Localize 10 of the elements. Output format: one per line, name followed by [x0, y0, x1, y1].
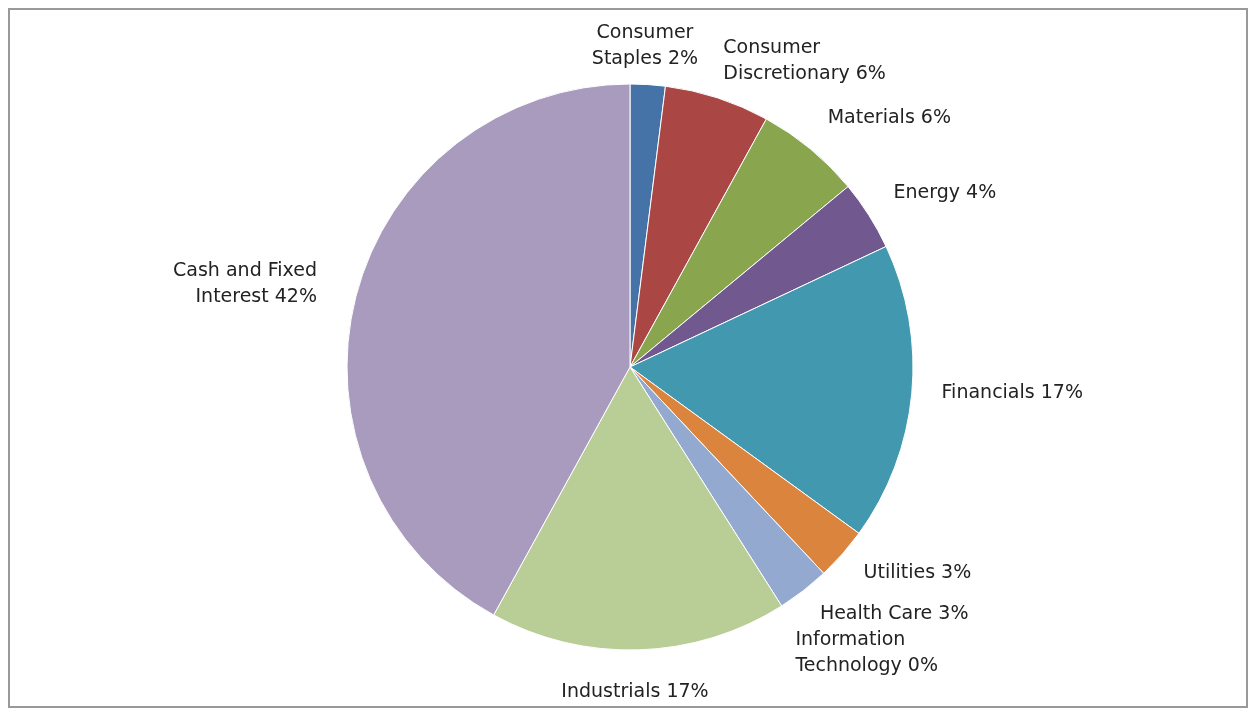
slice-label: Materials 6%: [827, 104, 951, 127]
category-label: Information Technology 0%: [795, 627, 939, 676]
slice-label: Cash and Fixed Interest 42%: [173, 257, 317, 306]
slice-label: Utilities 3%: [863, 560, 972, 583]
slice-label: Financials 17%: [941, 379, 1083, 402]
slice-label: Energy 4%: [893, 179, 997, 202]
slice-label: Industrials 17%: [561, 679, 709, 702]
slice-label: Consumer Staples 2%: [591, 19, 699, 68]
slice-label: Consumer Discretionary 6%: [723, 34, 886, 83]
slice-label: Health Care 3%: [819, 601, 969, 624]
